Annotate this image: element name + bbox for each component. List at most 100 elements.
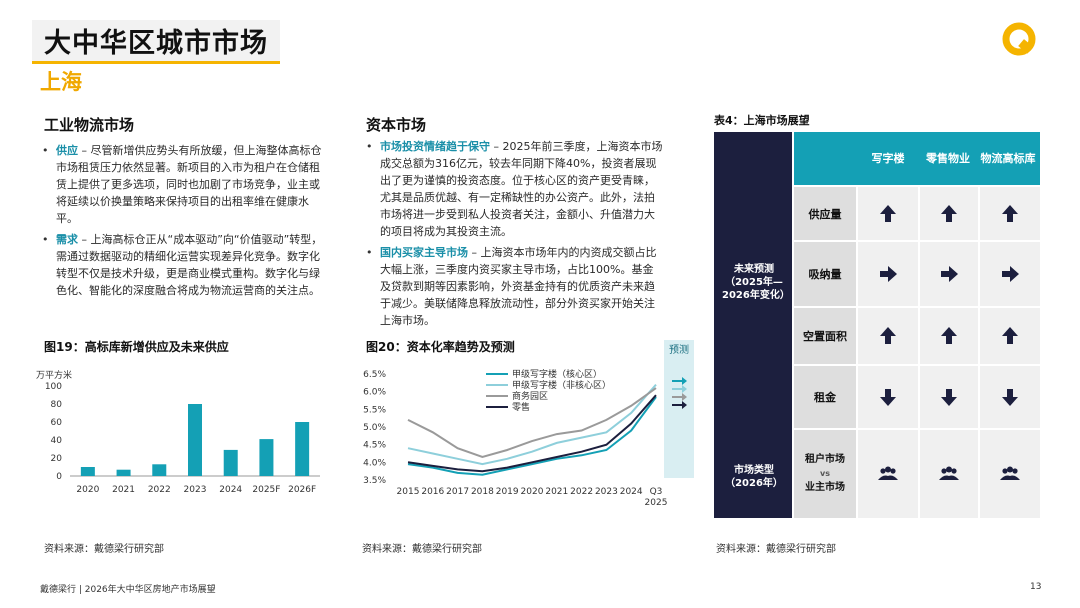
table-left-band [714,132,792,518]
table-cell [858,242,918,306]
row-label-supply: 供应量 [794,187,856,240]
y-tick-label: 5.0% [363,423,386,433]
arrow-up-icon [880,204,896,222]
forecast-label: 预测 [669,343,689,356]
list-item: 国内买家主导市场 – 上海资本市场年内的内资成交额占比大幅上涨，三季度内资买家主… [366,244,664,329]
x-tick-label: 2019 [496,487,519,497]
y-tick-label: 4.0% [363,458,386,468]
table-cell [858,366,918,428]
fig20-source: 资料来源：戴德梁行研究部 [362,544,482,555]
y-tick-label: 4.5% [363,441,386,451]
table-cell [920,430,978,518]
bar [223,449,238,476]
arrow-right-icon [880,266,897,282]
bar [152,464,167,476]
table-cell [980,187,1040,240]
outlook-table: 未来预测（2025年—2026年变化） 市场类型（2026年） 写字楼 零售物业… [714,132,1040,518]
series-line [407,396,657,476]
logistics-bullet-list: 供应 – 尽管新增供应势头有所放缓，但上海整体高标仓市场租赁压力依然显著。新项目… [42,142,324,303]
x-tick-label: 2015 [397,487,420,497]
fig20-title: 图20：资本化率趋势及预测 [366,340,515,354]
page-title-box: 大中华区城市市场 [32,20,280,64]
x-tick-label: 2023 [595,487,618,497]
footer-text: 戴德梁行 | 2026年大中华区房地产市场展望 [40,585,216,595]
y-tick-label: 60 [51,418,63,428]
y-tick-label: 100 [45,382,62,392]
row-label-rent: 租金 [794,366,856,428]
cap-rate-line-chart: 预测 3.5% 4.0% 4.5% 5.0% 5.5% 6.0% 6.5% 2015 2016 20… [363,340,694,508]
table-cell [920,308,978,364]
bar [188,404,202,476]
x-tick-label: 2022 [148,485,171,495]
page-title: 大中华区城市市场 [44,28,268,59]
table-cell [858,308,918,364]
x-tick-label: 2024 [219,485,242,495]
y-tick-label: 0 [56,472,62,482]
row-label-absorption: 吸纳量 [794,242,856,306]
city-subtitle: 上海 [40,70,82,94]
y-tick-label: 80 [51,400,63,410]
table-cell [980,430,1040,518]
y-tick-label: 5.5% [363,405,386,415]
y-axis-unit-label: 万平方米 [36,369,72,381]
bar [116,469,131,476]
market-type-landlord: 业主市场 [805,482,845,493]
x-tick-label: 2020 [521,487,544,497]
list-item: 供应 – 尽管新增供应势头有所放缓，但上海整体高标仓市场租赁压力依然显著。新项目… [42,142,324,227]
fig19-title: 图19：高标库新增供应及未来供应 [44,340,229,354]
forecast-arrow-icon [672,385,687,393]
arrow-down-icon [941,389,957,406]
bullet-keyword: 需求 [56,233,78,246]
series-line [407,387,657,459]
x-tick-label: 2016 [421,487,444,497]
table-cell [858,430,918,518]
x-tick-label: 2018 [471,487,494,497]
y-tick-label: 3.5% [363,476,386,486]
arrow-down-icon [880,389,896,406]
market-type-vs: vs [820,469,830,478]
market-type-label: 市场类型（2026年） [725,465,783,489]
col-header-retail: 零售物业 [922,136,974,182]
table-cell [920,187,978,240]
y-tick-label: 6.5% [363,370,386,380]
people-group-icon [1000,466,1020,480]
bullet-keyword: 供应 [56,144,78,157]
arrow-right-icon [941,266,958,282]
forecast-band [664,340,694,478]
list-item: 市场投资情绪趋于保守 – 2025年前三季度，上海资本市场成交总额为316亿元，… [366,138,664,240]
people-group-icon [878,466,898,480]
legend-label: 商务园区 [512,390,548,402]
arrow-up-icon [941,327,957,344]
x-tick-label: 2021 [545,487,568,497]
fig19-source: 资料来源：戴德梁行研究部 [44,544,164,555]
row-label-market-type: 租户市场 vs 业主市场 [794,430,856,518]
x-tick-label: 2025F [252,485,280,495]
x-tick-label: 2025 [645,498,668,508]
y-tick-label: 6.0% [363,388,386,398]
arrow-down-icon [1002,389,1018,406]
table-source: 资料来源：戴德梁行研究部 [716,544,836,555]
forecast-arrow-icon [672,401,687,409]
market-type-tenant: 租户市场 [805,454,845,465]
y-tick-label: 20 [51,454,63,464]
arrow-up-icon [880,327,896,344]
col-header-office: 写字楼 [858,136,918,182]
legend-label: 零售 [512,401,530,413]
table-cell [980,308,1040,364]
x-tick-label: 2026F [288,485,316,495]
col-header-logistics: 物流高标库 [980,136,1036,182]
x-tick-label: 2023 [184,485,207,495]
forecast-arrow-icon [672,377,687,385]
table-cell [980,242,1040,306]
series-line [407,383,657,466]
table-cell [980,366,1040,428]
legend-label: 甲级写字楼（非核心区） [512,379,611,391]
bar [80,467,95,476]
table-cell [858,187,918,240]
x-tick-label: 2024 [620,487,643,497]
bullet-keyword: 市场投资情绪趋于保守 [380,140,490,153]
bullet-keyword: 国内买家主导市场 [380,246,468,259]
list-item: 需求 – 上海高标仓正从“成本驱动”向“价值驱动”转型，需通过数据驱动的精细化运… [42,231,324,299]
table-cell [920,366,978,428]
forecast-arrow-icon [672,393,687,401]
